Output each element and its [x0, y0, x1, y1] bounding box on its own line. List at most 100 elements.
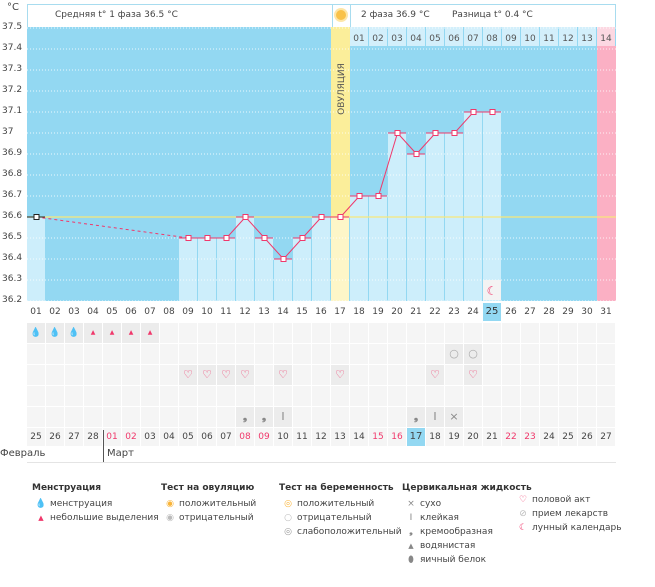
luteal-day-label: 03: [391, 34, 402, 44]
legend-item: отрицательный: [297, 513, 372, 523]
grid-cell: [217, 407, 236, 428]
legend-item: яичный белок: [420, 555, 487, 565]
calendar-date: 09: [255, 428, 273, 446]
grid-cell: [331, 344, 350, 365]
phase1-average: Средняя t° 1 фаза 36.5 °C: [55, 10, 178, 20]
calendar-date: 18: [426, 428, 444, 446]
grid-cell: [521, 386, 540, 407]
grid-cell: [46, 344, 65, 365]
temperature-point: [299, 235, 306, 241]
temperature-line: [283, 237, 303, 260]
grid-cell: [426, 386, 445, 407]
grid-cell: [122, 386, 141, 407]
grid-cell: [407, 365, 426, 386]
grid-cell: [65, 344, 84, 365]
heavy-flow-icon: 💧: [27, 323, 46, 344]
bbt-chart: 01 02 03 04 05 06 07 08 09 10 11 12 13 14 ОВУЛЯЦИЯ ☾: [27, 27, 616, 302]
legend-item: менструация: [50, 499, 113, 509]
cycle-day-label: 29: [562, 307, 574, 317]
grid-cell: [350, 386, 369, 407]
temperature-line: [454, 111, 474, 134]
heart-icon: ♡: [274, 365, 293, 386]
temperature-point: [185, 235, 192, 241]
temperature-line: [302, 216, 322, 239]
grid-cell: [46, 386, 65, 407]
creamy-icon: ❟: [255, 407, 274, 428]
legend-pregnancy-test: Тест на беременность ◎ положительный ○ отр…: [279, 481, 402, 539]
luteal-day-label: 10: [524, 34, 536, 44]
cycle-day-label: 07: [144, 307, 156, 317]
calendar-date: 27: [65, 428, 83, 446]
y-tick-label: 36.5: [2, 232, 23, 242]
temperature-line: [340, 195, 360, 218]
grid-cell: [293, 344, 312, 365]
grid-cell: [198, 323, 217, 344]
legend-title: Менструация: [32, 483, 101, 493]
grid-cell: [426, 344, 445, 365]
calendar-date: 20: [464, 428, 482, 446]
pregnancy-negative-icon: ○: [284, 513, 292, 523]
cycle-day-label: 30: [581, 307, 593, 317]
grid-cell: [502, 365, 521, 386]
creamy-icon: ❟: [236, 407, 255, 428]
grid-cell: [312, 344, 331, 365]
legend-item: кремообразная: [420, 527, 493, 537]
grid-cell: [103, 386, 122, 407]
grid-cell: [483, 386, 502, 407]
luteal-day-label: 09: [505, 34, 517, 44]
grid-cell: [578, 365, 597, 386]
calendar-date: 23: [521, 428, 539, 446]
grid-cell: [236, 344, 255, 365]
grid-cell: [84, 365, 103, 386]
luteal-day-cell: [559, 27, 577, 46]
calendar-date: 16: [388, 428, 406, 446]
temperature-line: [226, 216, 246, 239]
legend-item: водянистая: [420, 541, 476, 551]
grid-cell: [559, 407, 578, 428]
grid-cell: [65, 386, 84, 407]
ovulation-column: [331, 27, 350, 217]
luteal-day-label: 02: [372, 34, 383, 44]
grid-cell: [502, 407, 521, 428]
temperature-line: [416, 132, 436, 155]
cycle-day-label: 18: [353, 307, 365, 317]
luteal-day-label: 01: [353, 34, 364, 44]
grid-cell: [597, 365, 616, 386]
temperature-point: [280, 256, 287, 262]
grid-cell: [350, 407, 369, 428]
temperature-bar: [217, 238, 235, 301]
light-flow-icon: ▲: [38, 514, 44, 522]
grid-cell: [141, 365, 160, 386]
grid-cell: [236, 323, 255, 344]
luteal-day-cell: [426, 27, 444, 46]
ovulation-label: ОВУЛЯЦИЯ: [337, 63, 347, 115]
grid-cell: [369, 365, 388, 386]
calendar-date: 01: [103, 428, 121, 446]
grid-cell: [540, 407, 559, 428]
temperature-point: [261, 235, 268, 241]
cycle-day-label: 15: [296, 307, 308, 317]
calendar-date: 25: [559, 428, 577, 446]
temperature-point: [489, 109, 496, 115]
calendar-date: 14: [350, 428, 368, 446]
legend-item: прием лекарств: [532, 509, 609, 519]
grid-cell: [350, 323, 369, 344]
calendar-date: 06: [198, 428, 216, 446]
cycle-day-label: 09: [182, 307, 194, 317]
cycle-day-label: 08: [163, 307, 175, 317]
temperature-point: [413, 151, 420, 157]
heart-icon: ♡: [426, 365, 445, 386]
legend-item: слабоположительный: [297, 527, 402, 537]
y-tick-label: 37.1: [2, 106, 23, 116]
grid-cell: [388, 344, 407, 365]
calendar-date: 07: [217, 428, 235, 446]
cycle-day-label: 10: [201, 307, 213, 317]
calendar-date: 02: [122, 428, 140, 446]
luteal-day-cell: [407, 27, 425, 46]
grid-cell: [521, 323, 540, 344]
grid-cell: [388, 386, 407, 407]
luteal-day-cell: [388, 27, 406, 46]
grid-cell: [331, 323, 350, 344]
grid-cell: [521, 407, 540, 428]
cycle-day-label: 21: [410, 307, 422, 317]
